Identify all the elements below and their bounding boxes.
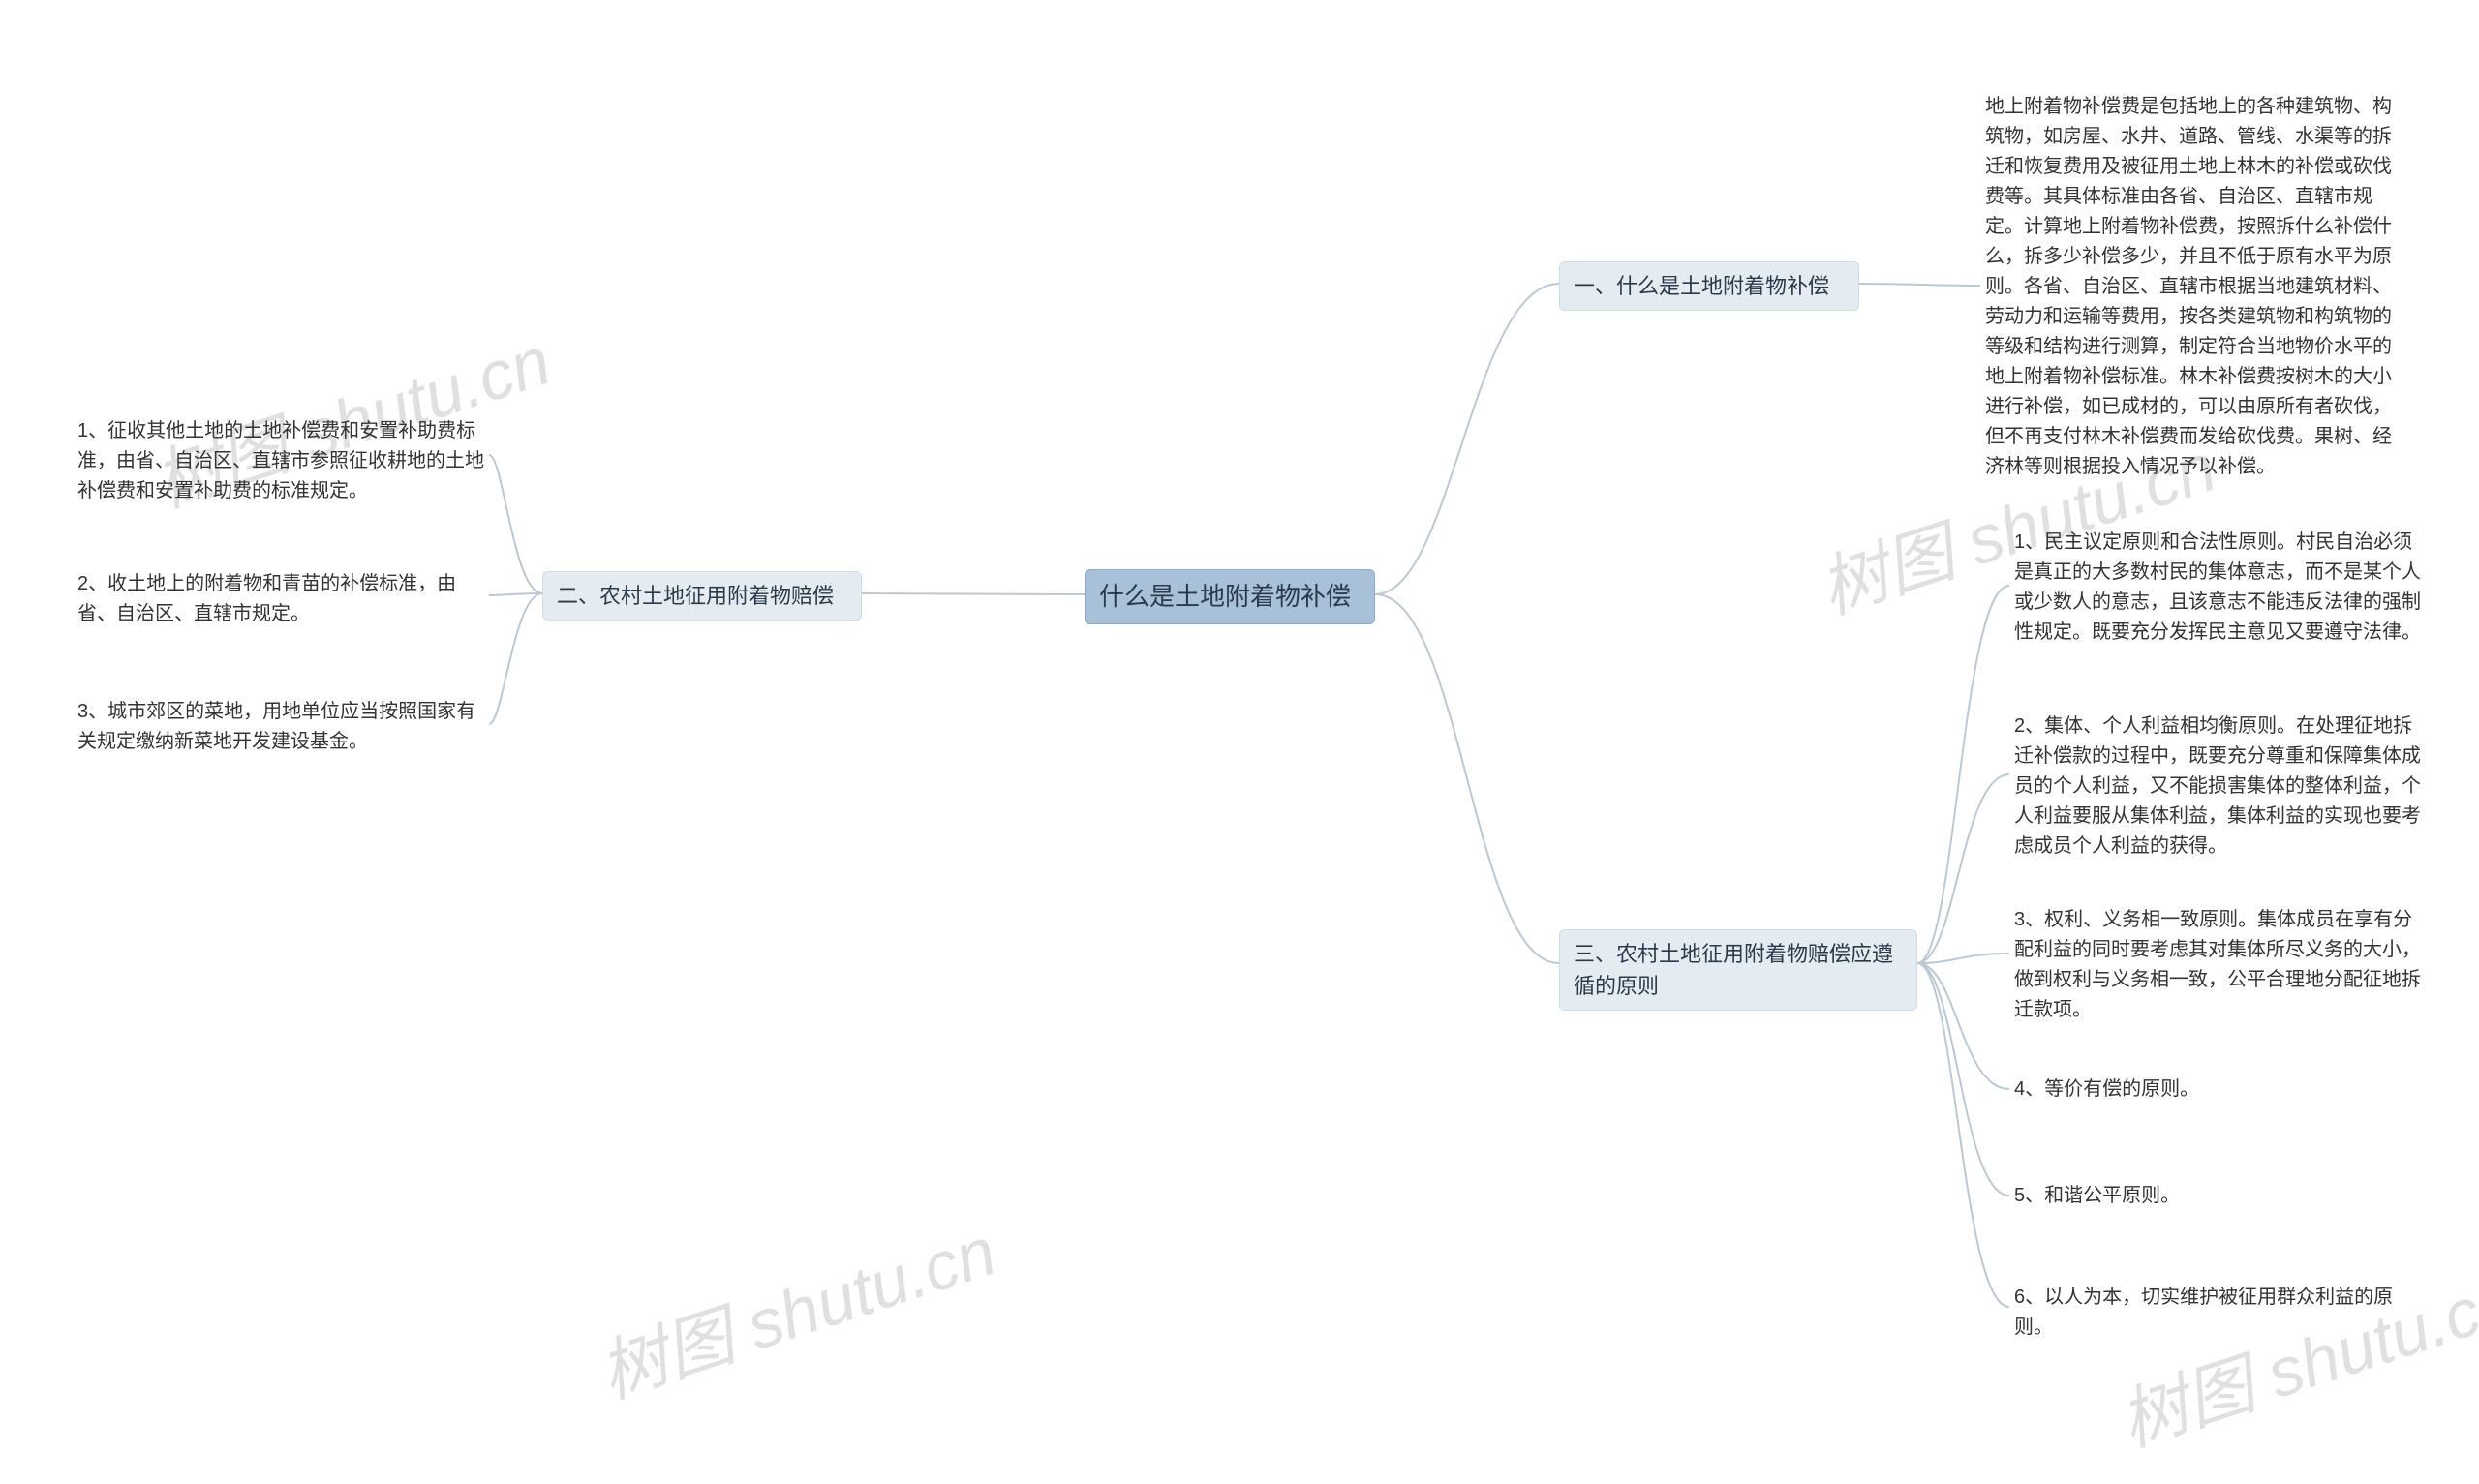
connector	[1375, 594, 1559, 963]
mindmap-canvas: 树图 shutu.cn 树图 shutu.cn 树图 shutu.cn 树图 s…	[0, 0, 2479, 1484]
leaf-node: 1、征收其他土地的土地补偿费和安置补助费标准，由省、自治区、直辖市参照征收耕地的…	[77, 416, 484, 506]
branch-node-1[interactable]: 一、什么是土地附着物补偿	[1559, 261, 1859, 311]
watermark: 树图 shutu.cn	[586, 1197, 1007, 1417]
branch-node-2[interactable]: 二、农村土地征用附着物赔偿	[542, 571, 862, 621]
connector	[1917, 586, 2009, 963]
root-node[interactable]: 什么是土地附着物补偿	[1085, 569, 1375, 624]
connector	[489, 455, 542, 593]
leaf-node: 4、等价有偿的原则。	[2014, 1075, 2421, 1105]
connector	[862, 593, 1085, 594]
connector	[1917, 963, 2009, 1307]
leaf-node: 2、集体、个人利益相均衡原则。在处理征地拆迁补偿款的过程中，既要充分尊重和保障集…	[2014, 712, 2421, 862]
watermark: 树图 shutu.cn	[2106, 1246, 2479, 1466]
connector	[489, 593, 542, 724]
connector	[1859, 284, 1980, 286]
leaf-node: 5、和谐公平原则。	[2014, 1181, 2421, 1211]
connector	[1917, 963, 2009, 1196]
connector	[489, 593, 542, 595]
leaf-node: 3、权利、义务相一致原则。集体成员在享有分配利益的同时要考虑其对集体所尽义务的大…	[2014, 905, 2421, 1025]
leaf-node: 1、民主议定原则和合法性原则。村民自治必须是真正的大多数村民的集体意志，而不是某…	[2014, 528, 2421, 648]
connector	[1917, 954, 2009, 963]
connector	[1917, 963, 2009, 1089]
branch-node-3[interactable]: 三、农村土地征用附着物赔偿应遵循的原则	[1559, 929, 1917, 1011]
leaf-node: 6、以人为本，切实维护被征用群众利益的原则。	[2014, 1283, 2421, 1343]
leaf-node: 2、收土地上的附着物和青苗的补偿标准，由省、自治区、直辖市规定。	[77, 569, 484, 629]
leaf-node: 地上附着物补偿费是包括地上的各种建筑物、构筑物，如房屋、水井、道路、管线、水渠等…	[1985, 92, 2402, 482]
leaf-node: 3、城市郊区的菜地，用地单位应当按照国家有关规定缴纳新菜地开发建设基金。	[77, 697, 484, 757]
connector	[1917, 774, 2009, 963]
connector	[1375, 284, 1559, 594]
